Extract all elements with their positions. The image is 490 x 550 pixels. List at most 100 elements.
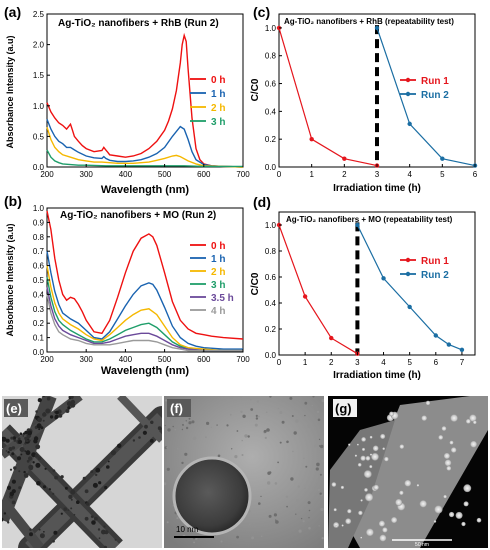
particle-dot <box>11 489 16 494</box>
particle-dot <box>3 512 7 515</box>
x-tick-label: 200 <box>40 170 54 179</box>
x-axis-label-b: Wavelength (nm) <box>101 365 190 377</box>
texture-speck <box>265 411 268 414</box>
y-tick-label: 0.2 <box>33 319 45 328</box>
ag-particle <box>361 437 366 442</box>
texture-speck <box>268 471 272 474</box>
x-tick-label: 6 <box>434 358 439 367</box>
particle-dot <box>157 426 162 431</box>
particle-dot <box>5 438 10 443</box>
particle-dot <box>90 515 94 518</box>
texture-speck <box>218 397 221 400</box>
ag-particle <box>369 435 373 439</box>
texture-speck <box>263 429 267 433</box>
particle-dot <box>6 485 12 490</box>
texture-speck <box>181 461 184 465</box>
y-tick-label: 0.6 <box>33 262 45 271</box>
x-tick-label: 4 <box>407 170 412 179</box>
texture-speck <box>241 439 243 442</box>
y-tick-label: 2.0 <box>33 41 45 50</box>
texture-speck <box>291 506 296 511</box>
texture-speck <box>192 436 197 440</box>
particle-dot <box>22 435 25 437</box>
particle-dot <box>19 447 25 452</box>
particle-dot <box>92 482 98 488</box>
series-line-1-h <box>46 251 243 350</box>
micrograph-g-label: (g) <box>335 401 352 416</box>
particle-dot <box>29 532 33 537</box>
particle-dot <box>76 500 80 505</box>
particle-dot <box>17 439 23 444</box>
texture-speck <box>291 415 294 417</box>
chart-title-d: Ag-TiO₂ nanofibers + MO (repeatability t… <box>286 215 453 224</box>
x-tick-label: 600 <box>197 355 211 364</box>
particle-dot <box>29 466 33 471</box>
texture-speck <box>229 396 233 400</box>
texture-speck <box>174 428 177 431</box>
particle-dot <box>17 437 21 441</box>
particle-dot <box>104 485 108 490</box>
texture-speck <box>303 457 305 459</box>
ag-particle <box>438 434 444 440</box>
x-ticks-d: 0 1 2 3 4 5 6 7 <box>277 352 465 367</box>
texture-speck <box>295 513 297 515</box>
plot-frame-d <box>278 211 476 356</box>
ag-particle <box>434 505 443 514</box>
particle-dot <box>23 473 29 478</box>
y-tick-label: 0.1 <box>33 334 45 343</box>
panel-b: 0.0 0.1 0.2 0.3 0.4 0.5 0.6 0.7 0.8 0.9 1.0 200 300… <box>4 193 250 377</box>
texture-speck <box>176 447 179 450</box>
chart-title-b: Ag-TiO₂ nanofibers + MO (Run 2) <box>60 210 216 221</box>
ag-particle <box>443 452 451 460</box>
particle-dot <box>52 469 56 473</box>
data-point <box>446 342 452 347</box>
ag-particle <box>463 484 472 493</box>
particle-dot <box>55 410 59 415</box>
series-line-0-h <box>46 32 244 168</box>
texture-speck <box>304 487 306 490</box>
series-line-2-h <box>46 126 244 168</box>
ag-particle <box>443 494 447 499</box>
texture-speck <box>251 536 255 540</box>
texture-speck <box>295 419 299 423</box>
particle-dot <box>8 447 13 451</box>
ag-particle <box>361 447 366 451</box>
series-line-3-5-h <box>46 287 243 352</box>
y-tick-label: 0.2 <box>265 135 277 144</box>
texture-speck <box>321 399 324 403</box>
micrograph-e-label-box <box>4 399 28 417</box>
x-tick-label: 300 <box>80 355 94 364</box>
texture-speck <box>321 537 324 540</box>
texture-speck <box>266 428 270 432</box>
particle-dot <box>24 436 28 441</box>
particle-dot <box>42 419 45 422</box>
y-tick-label: 0.3 <box>33 305 45 314</box>
ag-particle <box>455 511 463 519</box>
particle-dot <box>70 498 73 501</box>
texture-speck <box>304 414 306 417</box>
legend-label: 0 h <box>211 241 225 252</box>
texture-speck <box>319 450 323 454</box>
particle-dot <box>54 475 58 480</box>
particle-dot <box>35 410 38 413</box>
texture-speck <box>164 424 166 427</box>
texture-speck <box>182 423 184 426</box>
texture-speck <box>312 396 315 398</box>
y-tick-label: 0.5 <box>33 276 45 285</box>
ag-particle <box>399 444 405 449</box>
particle-dot <box>42 485 47 489</box>
texture-speck <box>184 452 188 456</box>
data-point <box>329 335 334 341</box>
x-axis-label-d: Irradiation time (h) <box>333 370 421 381</box>
texture-speck <box>300 517 303 520</box>
particle-dot <box>70 507 73 510</box>
legend-label: Run 2 <box>421 90 449 101</box>
particle-dot <box>132 439 136 442</box>
micrograph-e: (e) <box>2 396 162 548</box>
micrograph-e-fibers <box>2 396 162 548</box>
texture-speck <box>320 444 324 449</box>
particle-dot <box>67 401 72 406</box>
particle-dot <box>29 528 32 531</box>
particle-dot <box>24 450 27 452</box>
ag-particle <box>399 490 404 496</box>
